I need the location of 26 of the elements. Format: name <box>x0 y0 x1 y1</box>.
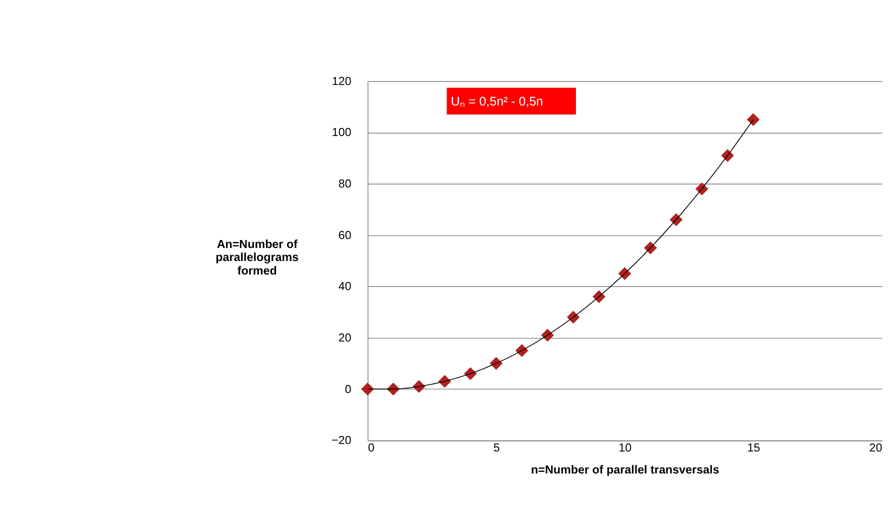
point <box>566 310 580 324</box>
x-axis-title: n=Number of parallel transversals <box>531 463 720 476</box>
y-tick-label: 0 <box>344 382 352 396</box>
annotation: Uₙ = 0,5n² - 0,5n <box>450 94 544 108</box>
point <box>361 382 374 396</box>
point <box>515 344 528 357</box>
y-tick-label: 60 <box>338 228 352 242</box>
point <box>618 267 632 280</box>
point <box>541 328 554 342</box>
y-tick-label: 100 <box>332 126 352 140</box>
y-tick-label: 20 <box>338 331 352 344</box>
point <box>746 113 760 126</box>
y-tick-label: 80 <box>338 178 352 191</box>
x-tick-label: 20 <box>869 442 883 455</box>
x-tick-label: 10 <box>618 442 632 455</box>
point <box>695 182 708 196</box>
point <box>592 290 606 304</box>
x-tick-label: 0 <box>368 442 375 455</box>
y-tick-label: 120 <box>332 74 352 88</box>
point <box>644 242 657 254</box>
x-tick-label: 5 <box>493 442 500 455</box>
point <box>670 213 683 226</box>
y-tick-label: 40 <box>338 280 352 294</box>
x-tick-label: 15 <box>747 442 760 455</box>
y-axis-title: An=Number of parallelograms formed <box>216 238 299 278</box>
y-tick-label: −20 <box>332 434 352 448</box>
